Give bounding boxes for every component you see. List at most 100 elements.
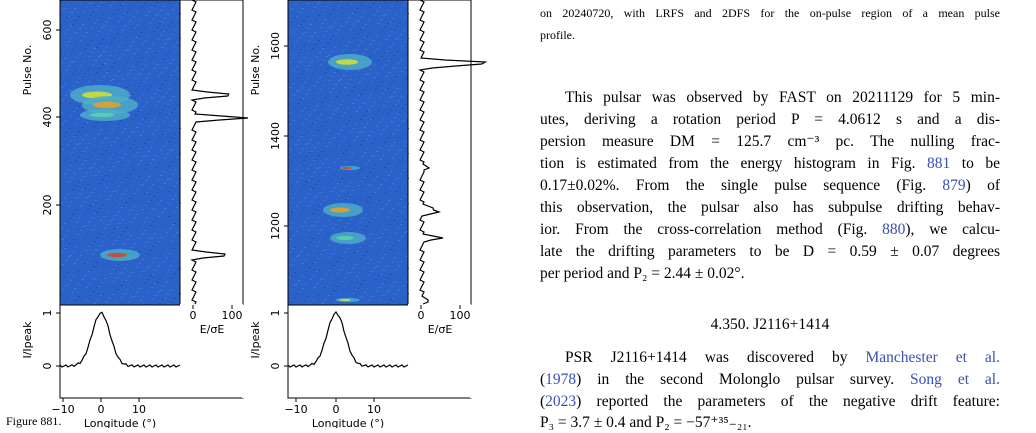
noise xyxy=(138,201,140,202)
noise xyxy=(69,78,71,79)
link[interactable]: 881 xyxy=(927,155,951,172)
noise xyxy=(397,63,399,64)
noise xyxy=(71,12,73,13)
noise xyxy=(110,170,112,171)
noise xyxy=(142,184,144,185)
noise xyxy=(360,169,362,170)
noise xyxy=(405,194,407,195)
noise xyxy=(346,46,348,47)
noise xyxy=(311,36,313,37)
noise xyxy=(371,156,373,157)
noise xyxy=(329,257,331,258)
noise xyxy=(311,11,313,12)
noise xyxy=(133,156,135,157)
noise xyxy=(402,298,404,299)
noise xyxy=(301,226,303,227)
noise xyxy=(87,159,89,160)
noise xyxy=(163,171,165,172)
noise xyxy=(336,96,338,97)
link[interactable]: 2023 xyxy=(545,393,577,410)
noise xyxy=(165,105,167,106)
noise xyxy=(161,97,163,98)
noise xyxy=(381,56,383,57)
noise xyxy=(72,239,74,240)
noise xyxy=(123,231,125,232)
noise xyxy=(170,75,172,76)
noise xyxy=(170,240,172,241)
noise xyxy=(148,36,150,37)
noise xyxy=(391,286,393,287)
noise xyxy=(146,77,148,78)
noise xyxy=(293,235,295,236)
noise xyxy=(154,118,156,119)
noise xyxy=(290,264,292,265)
noise xyxy=(111,42,113,43)
noise xyxy=(156,282,158,283)
link[interactable]: 879 xyxy=(942,177,966,194)
noise xyxy=(372,3,374,4)
noise xyxy=(378,250,380,251)
noise xyxy=(90,130,92,131)
noise xyxy=(95,175,97,176)
noise xyxy=(177,79,179,80)
noise xyxy=(369,147,371,148)
noise xyxy=(170,125,172,126)
link[interactable]: Song et al. xyxy=(910,371,1000,388)
noise xyxy=(94,48,96,49)
link[interactable]: 1978 xyxy=(545,371,577,388)
noise xyxy=(394,92,396,93)
noise xyxy=(117,264,119,265)
text: tion is estimated from the energy histog… xyxy=(540,155,928,172)
noise xyxy=(359,272,361,273)
noise xyxy=(114,153,116,154)
noise xyxy=(387,278,389,279)
noise xyxy=(321,151,323,152)
noise xyxy=(107,224,109,225)
noise xyxy=(312,263,314,264)
noise xyxy=(117,9,119,10)
noise xyxy=(396,26,398,27)
noise xyxy=(398,290,400,291)
noise xyxy=(60,75,62,76)
noise xyxy=(348,5,350,6)
noise xyxy=(354,227,356,228)
noise xyxy=(125,190,127,191)
noise xyxy=(319,2,321,3)
noise xyxy=(175,120,177,121)
noise xyxy=(158,101,160,102)
link[interactable]: 880 xyxy=(882,221,906,238)
noise xyxy=(301,251,303,252)
noise xyxy=(107,84,109,85)
link[interactable]: Manchester et al. xyxy=(865,349,1000,366)
noise xyxy=(372,193,374,194)
noise xyxy=(302,8,304,9)
noise xyxy=(404,67,406,68)
noise xyxy=(142,209,144,210)
noise xyxy=(377,73,379,74)
noise xyxy=(406,116,408,117)
noise xyxy=(368,275,370,276)
noise xyxy=(86,147,88,148)
noise xyxy=(85,225,87,226)
noise xyxy=(93,151,95,152)
noise xyxy=(100,220,102,221)
noise xyxy=(309,292,311,293)
noise xyxy=(356,111,358,112)
noise xyxy=(105,10,107,11)
noise xyxy=(157,204,159,205)
noise xyxy=(296,206,298,207)
noise xyxy=(318,180,320,181)
noise xyxy=(294,272,296,273)
noise xyxy=(291,211,293,212)
noise xyxy=(78,156,80,157)
noise xyxy=(95,250,97,251)
noise xyxy=(99,233,101,234)
noise xyxy=(123,66,125,67)
noise xyxy=(150,60,152,61)
noise xyxy=(346,21,348,22)
noise xyxy=(373,15,375,16)
noise xyxy=(375,164,377,165)
noise xyxy=(141,197,143,198)
noise xyxy=(159,278,161,279)
text: ior. From the cross-correlation method (… xyxy=(540,221,883,238)
